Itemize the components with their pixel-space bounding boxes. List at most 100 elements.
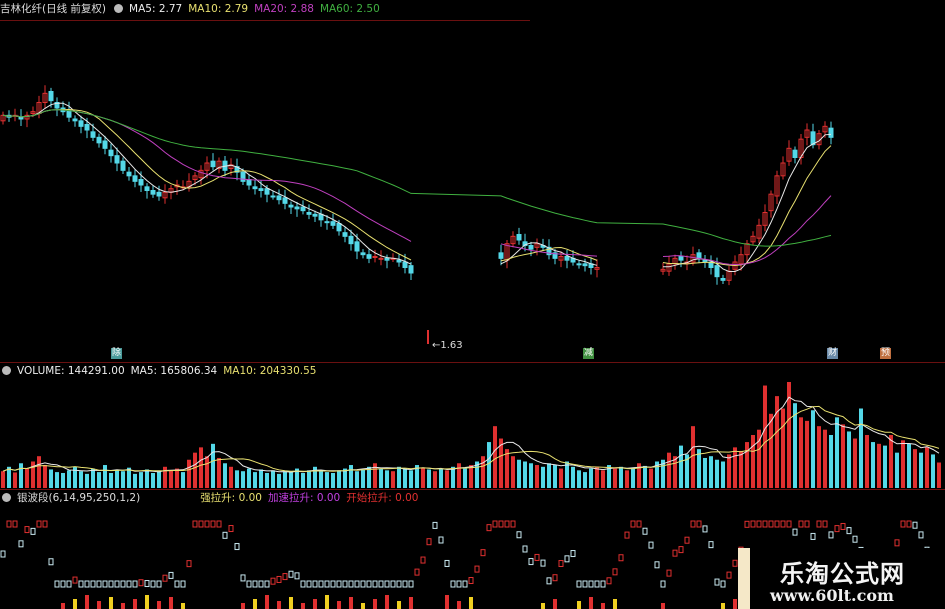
volume-bar <box>19 463 23 488</box>
volume-bar <box>565 461 569 488</box>
volume-bar <box>433 471 437 488</box>
candle-body <box>18 116 24 120</box>
oscillator-point <box>744 520 750 528</box>
volume-bar <box>721 461 725 488</box>
volume-bar <box>193 452 197 488</box>
oscillator-point <box>456 580 462 588</box>
oscillator-point <box>348 580 354 588</box>
event-marker[interactable]: 减 <box>583 348 594 359</box>
pane-divider <box>0 362 945 363</box>
event-marker[interactable]: 财 <box>827 348 838 359</box>
volume-bar <box>625 470 629 488</box>
price-chart[interactable] <box>0 0 945 362</box>
event-marker[interactable]: 预 <box>880 348 891 359</box>
settings-circle-icon[interactable] <box>2 493 11 502</box>
candle-body <box>660 268 666 272</box>
candle-body <box>558 256 564 261</box>
oscillator-point <box>756 520 762 528</box>
volume-bar <box>865 435 869 488</box>
oscillator-point <box>834 525 840 533</box>
volume-bar <box>547 463 551 488</box>
candle-body <box>54 102 60 109</box>
volume-bar <box>145 469 149 488</box>
ma5-legend: MA5: 2.77 <box>129 3 183 15</box>
signal-bar <box>337 601 341 609</box>
volume-bar <box>757 429 761 488</box>
volume-bar <box>379 468 383 488</box>
signal-bar <box>73 599 77 609</box>
candle-body <box>126 171 132 177</box>
oscillator-point <box>804 520 810 528</box>
candle-body <box>108 149 114 157</box>
volume-bar <box>649 468 653 488</box>
settings-circle-icon[interactable] <box>114 4 124 13</box>
candle-body <box>594 267 600 270</box>
signal-bar <box>361 603 365 609</box>
oscillator-point <box>474 565 480 573</box>
oscillator-point <box>228 525 234 533</box>
settings-circle-icon[interactable] <box>2 366 11 375</box>
oscillator-point <box>444 559 450 567</box>
oscillator-point <box>0 550 6 558</box>
candle-body <box>312 213 318 217</box>
volume-bar <box>319 471 323 488</box>
ma60-line <box>2 109 832 247</box>
volume-bar <box>187 459 191 488</box>
volume-bar <box>277 473 281 488</box>
event-marker[interactable]: 除 <box>111 348 122 359</box>
candle-body <box>714 265 720 278</box>
candle-body <box>828 127 834 138</box>
volume-bar <box>97 472 101 488</box>
oscillator-point <box>570 550 576 558</box>
price-top-divider <box>0 20 530 21</box>
oscillator-point <box>618 554 624 562</box>
oscillator-point <box>912 521 918 529</box>
signal-bar <box>457 601 461 609</box>
oscillator-point <box>150 580 156 588</box>
oscillator-point <box>900 520 906 528</box>
oscillator-point <box>480 549 486 557</box>
volume-bar <box>37 456 41 488</box>
watermark: 乐淘公式网 www.60lt.com <box>738 548 945 609</box>
volume-bar <box>685 454 689 488</box>
oscillator-point <box>720 580 726 588</box>
volume-bar <box>301 472 305 488</box>
strong-rise-legend: 强拉升: 0.00 <box>200 492 262 504</box>
candle-body <box>96 136 102 144</box>
pane-divider <box>0 489 945 490</box>
oscillator-point <box>852 535 858 543</box>
oscillator-point <box>234 543 240 551</box>
volume-bar <box>745 442 749 488</box>
ma5-line <box>2 102 832 272</box>
candle-body <box>336 223 342 232</box>
candle-body <box>306 212 312 215</box>
volume-bar <box>481 456 485 488</box>
oscillator-point <box>6 520 12 528</box>
oscillator-point <box>306 580 312 588</box>
oscillator-point <box>312 580 318 588</box>
candle-body <box>300 206 306 212</box>
oscillator-point <box>294 572 300 580</box>
volume-bar <box>409 470 413 488</box>
volume-chart[interactable] <box>0 378 945 490</box>
indicator-header: 银波段(6,14,95,250,1,2) 强拉升: 0.00 加速拉升: 0.00 开… <box>0 491 424 505</box>
oscillator-point <box>420 556 426 564</box>
volume-bar <box>595 466 599 488</box>
oscillator-point <box>54 580 60 588</box>
oscillator-point <box>642 527 648 535</box>
volume-bar <box>499 438 503 488</box>
signal-bar <box>61 603 65 609</box>
candle-body <box>270 195 276 198</box>
oscillator-point <box>498 520 504 528</box>
oscillator-point <box>762 520 768 528</box>
oscillator-point <box>102 580 108 588</box>
oscillator-point <box>702 525 708 533</box>
candle-body <box>114 155 120 164</box>
oscillator-point <box>318 580 324 588</box>
volume-bar <box>163 466 167 488</box>
oscillator-point <box>330 580 336 588</box>
volume-bar <box>931 454 935 488</box>
oscillator-point <box>606 577 612 585</box>
volume-bar <box>211 443 215 488</box>
volume-ma5-line <box>2 396 940 473</box>
